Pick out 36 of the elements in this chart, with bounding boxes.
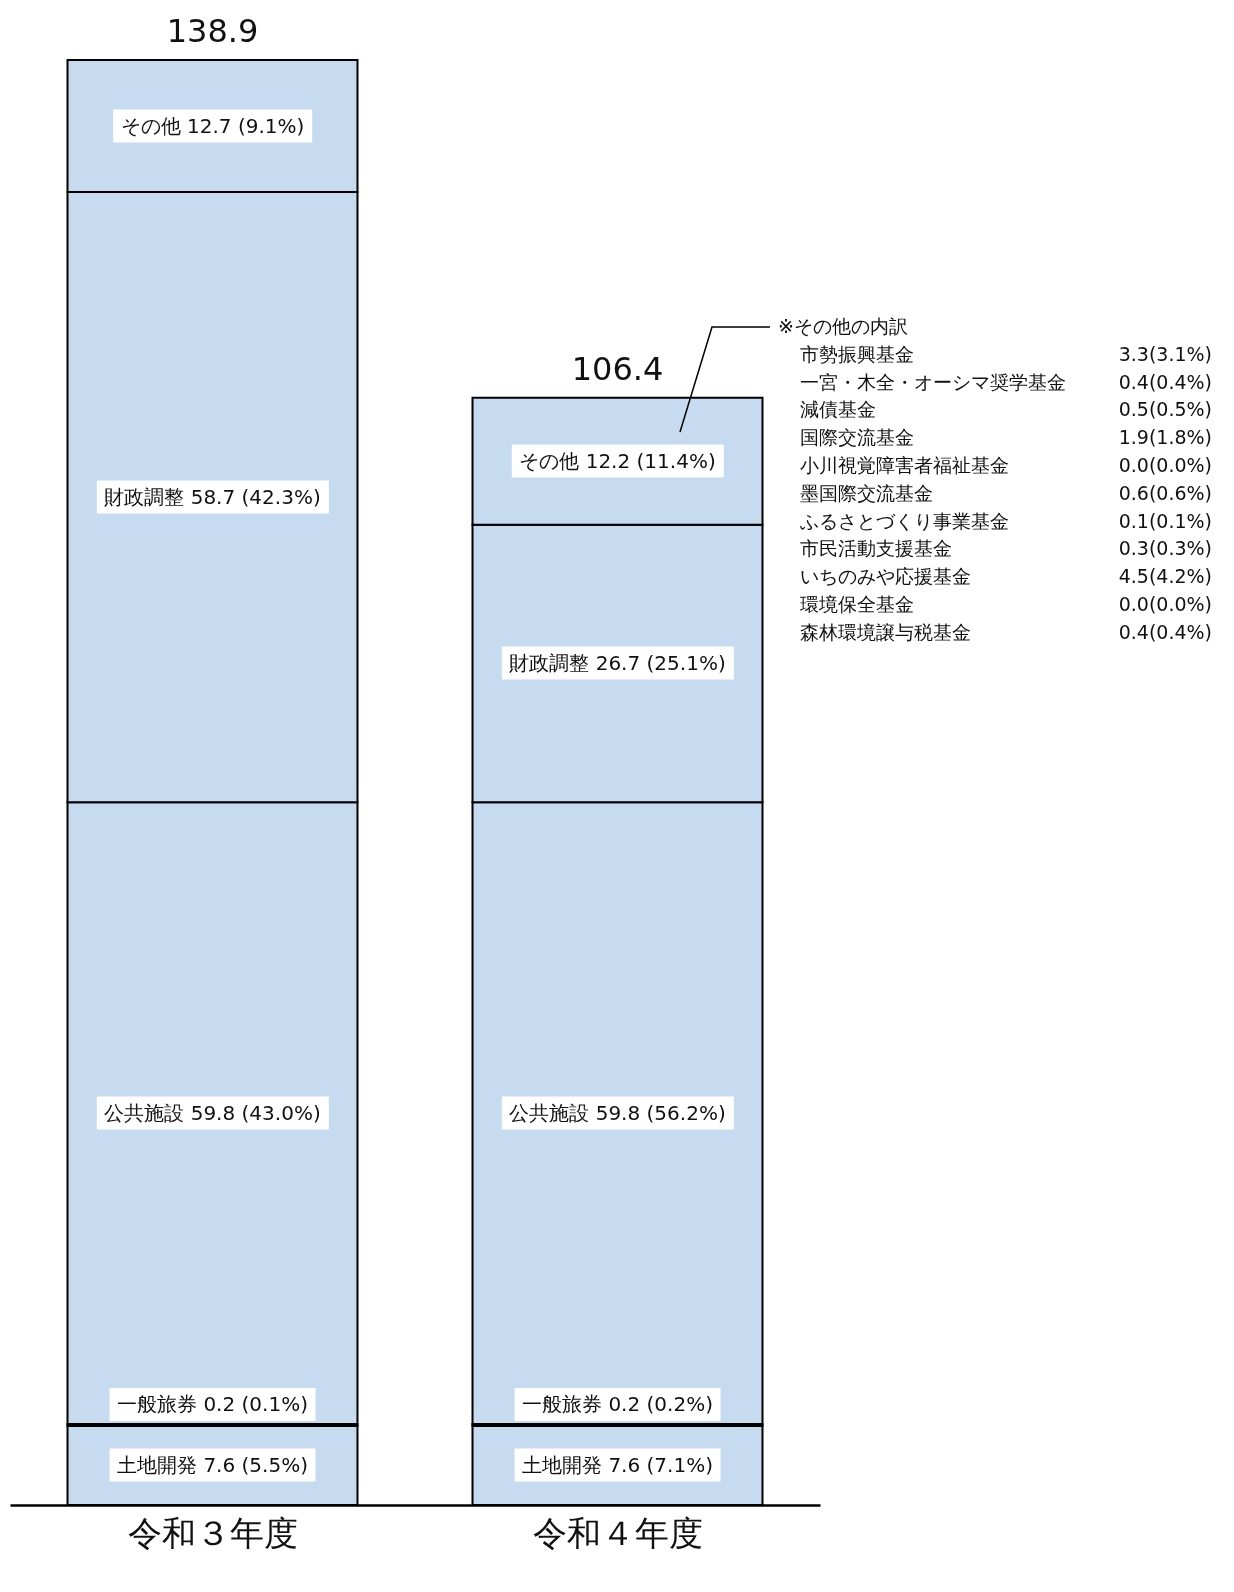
total-label: 106.4 xyxy=(571,349,664,388)
data-label: 7.6 (5.5%) xyxy=(203,1452,308,1477)
text: 一般旅券 xyxy=(522,1391,603,1416)
data-label: 58.7 (42.3%) xyxy=(190,484,321,509)
data-label: 26.7 (25.1%) xyxy=(595,650,726,675)
text: 墨国際交流基金 0.6(0.6%) xyxy=(800,481,1212,504)
text: 森林環境譲与税基金 0.4(0.4%) xyxy=(800,620,1212,643)
text: 一宮・木全・オーシマ奨学基金 0.4(0.4%) xyxy=(800,370,1212,393)
text: 市勢振興基金 3.3(3.1%) xyxy=(800,342,1212,365)
text: 国際交流基金 1.9(1.8%) xyxy=(800,426,1212,449)
series-label: 一般旅券 xyxy=(117,1391,198,1416)
data-label: 0.2 (0.2%) xyxy=(608,1391,713,1416)
data-label: 59.8 (43.0%) xyxy=(190,1100,321,1125)
data-label: 12.2 (11.4%) xyxy=(585,448,716,473)
text: 公共施設 xyxy=(509,1100,590,1125)
text: いちのみや応援基金 4.5(4.2%) xyxy=(800,565,1212,588)
data-label: 12.7 (9.1%) xyxy=(187,113,305,138)
x-tick-label: 令和３年度 xyxy=(127,1512,298,1553)
data-label: 59.8 (56.2%) xyxy=(595,1100,726,1125)
series-label: その他 xyxy=(519,448,580,473)
text: 小川視覚障害者福祉基金 0.0(0.0%) xyxy=(800,453,1212,476)
annotation: ※その他の内訳 xyxy=(778,314,909,339)
series-label: 公共施設 xyxy=(104,1100,185,1125)
text: 財政調整 xyxy=(509,650,590,675)
series-label: 土地開発 xyxy=(117,1452,198,1477)
text: その他 xyxy=(120,113,181,138)
series-label: 財政調整 xyxy=(104,484,185,509)
total-label: 138.9 xyxy=(166,12,259,50)
data-label: 0.2 (0.1%) xyxy=(203,1391,308,1416)
text: 環境保全基金 0.0(0.0%) xyxy=(800,592,1212,615)
text: 土地開発 xyxy=(522,1452,603,1477)
text: 市民活動支援基金 0.3(0.3%) xyxy=(800,537,1212,560)
text: 減債基金 0.5(0.5%) xyxy=(800,398,1212,421)
x-tick-label: 令和４年度 xyxy=(532,1512,703,1553)
data-label: 7.6 (7.1%) xyxy=(608,1452,713,1477)
text: ふるさとづくり事業基金 0.1(0.1%) xyxy=(800,509,1212,532)
